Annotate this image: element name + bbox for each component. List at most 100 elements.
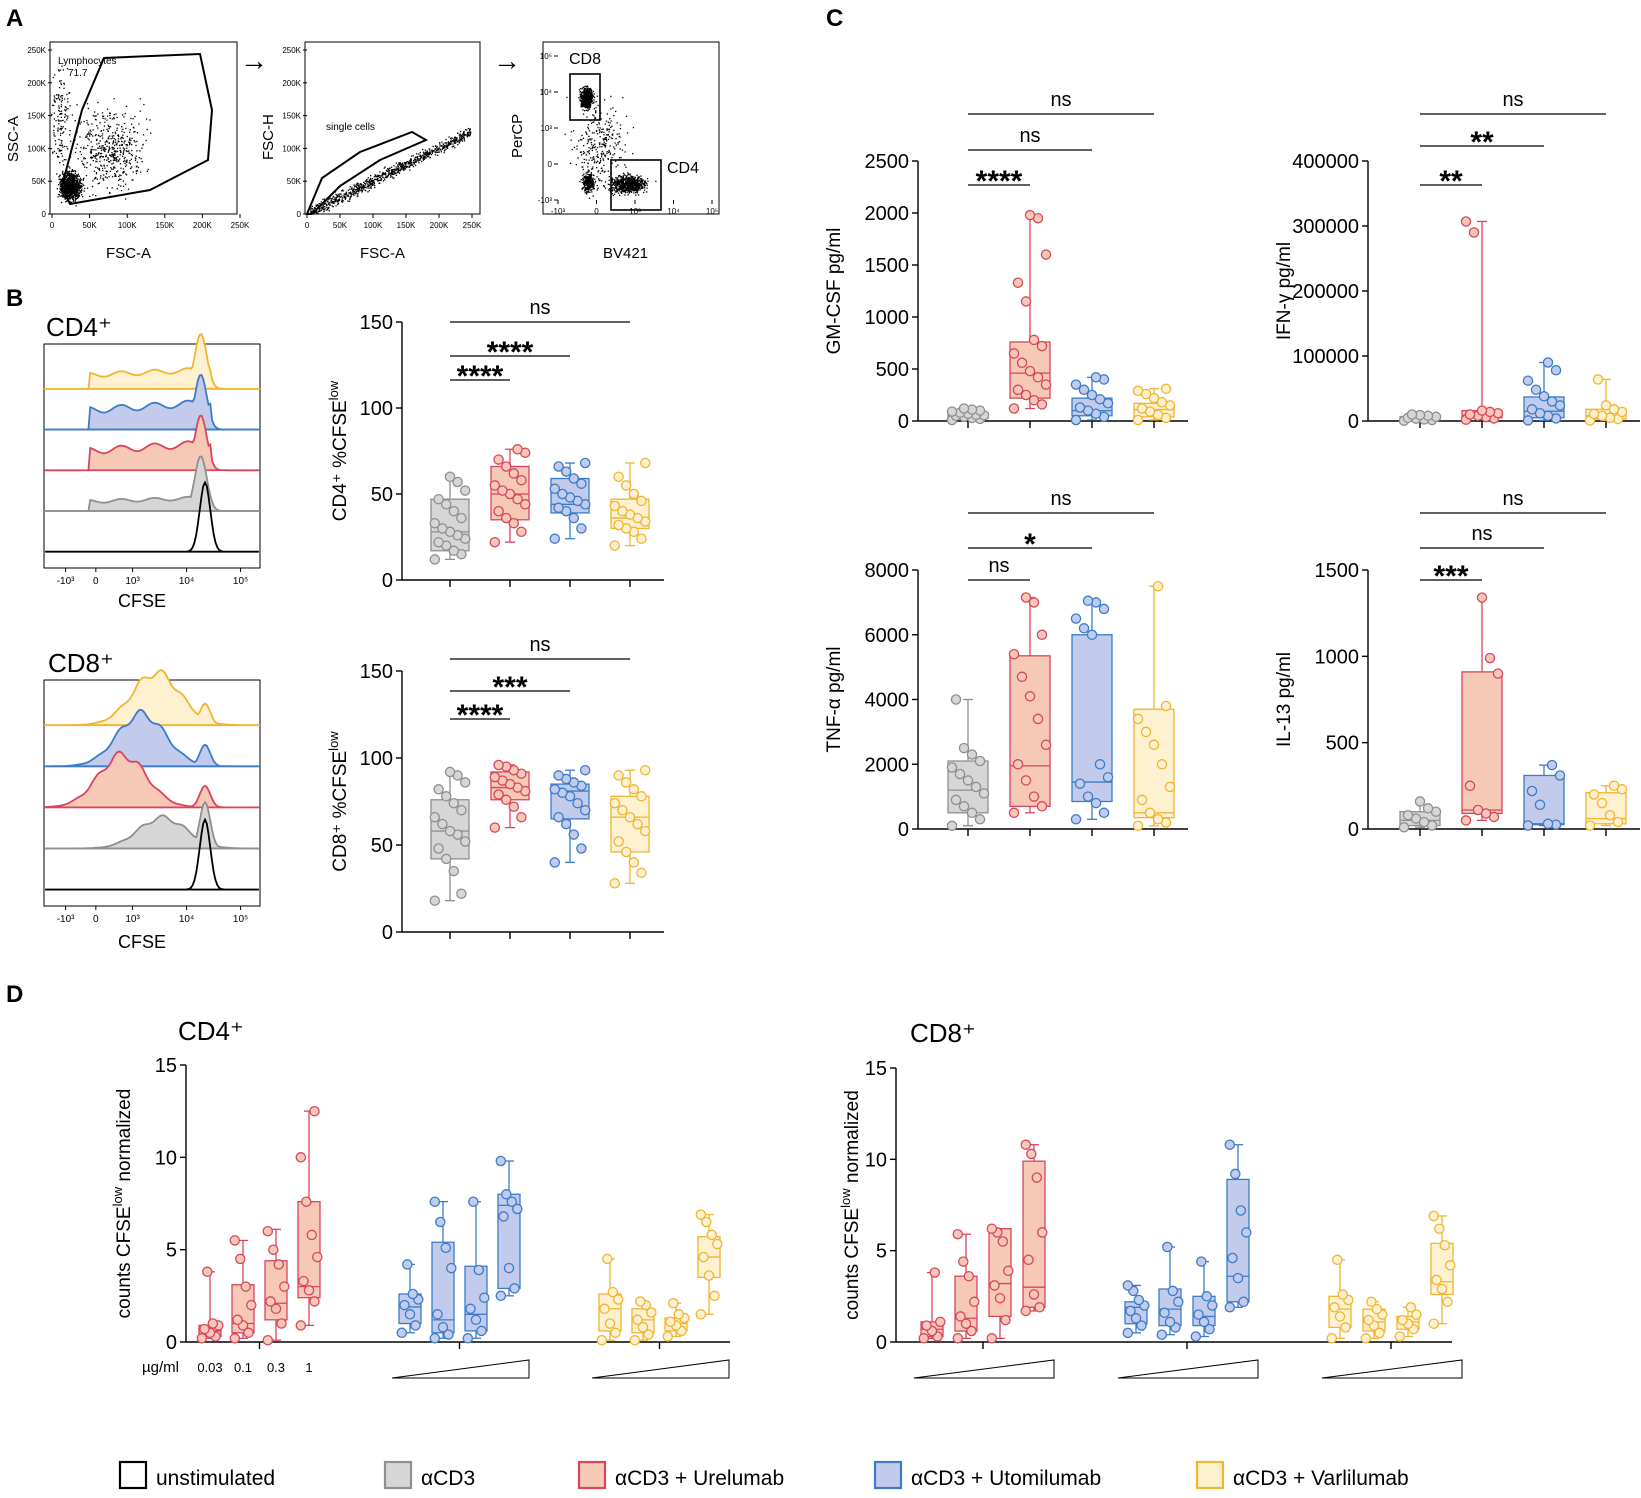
event-dot — [437, 155, 438, 156]
x-tick-label: 250K — [463, 221, 482, 230]
event-dot — [104, 122, 105, 123]
event-dot — [61, 202, 62, 203]
event-dot — [60, 83, 61, 84]
event-dot — [401, 169, 402, 170]
event-dot — [602, 153, 603, 154]
data-point — [1133, 415, 1142, 424]
event-dot — [384, 178, 385, 179]
event-dot — [583, 145, 584, 146]
event-dot — [632, 176, 633, 177]
event-dot — [110, 113, 111, 114]
event-dot — [94, 171, 95, 172]
event-dot — [377, 176, 378, 177]
event-dot — [113, 142, 114, 143]
event-dot — [66, 190, 67, 191]
event-dot — [108, 138, 109, 139]
event-dot — [400, 169, 401, 170]
event-dot — [625, 189, 626, 190]
event-dot — [118, 141, 119, 142]
event-dot — [599, 180, 600, 181]
event-dot — [57, 94, 58, 95]
event-dot — [368, 181, 369, 182]
event-dot — [594, 108, 595, 109]
data-point — [951, 695, 960, 704]
event-dot — [595, 112, 596, 113]
event-dot — [314, 209, 315, 210]
x-tick-label: -10³ — [57, 914, 75, 925]
event-dot — [81, 179, 82, 180]
event-dot — [121, 141, 122, 142]
event-dot — [590, 100, 591, 101]
event-dot — [119, 159, 120, 160]
event-dot — [107, 130, 108, 131]
event-dot — [591, 123, 592, 124]
y-tick-label: 50 — [371, 484, 393, 506]
event-dot — [136, 166, 137, 167]
event-dot — [84, 191, 85, 192]
event-dot — [450, 138, 451, 139]
event-dot — [631, 176, 632, 177]
event-dot — [329, 205, 330, 206]
event-dot — [629, 174, 630, 175]
data-point — [550, 858, 559, 867]
event-dot — [137, 170, 138, 171]
data-point — [1099, 604, 1108, 613]
event-dot — [632, 188, 633, 189]
event-dot — [578, 140, 579, 141]
event-dot — [135, 158, 136, 159]
event-dot — [582, 162, 583, 163]
event-dot — [403, 170, 404, 171]
flow-y-axis-label: SSC-A — [5, 116, 22, 162]
event-dot — [102, 133, 103, 134]
event-dot — [593, 188, 594, 189]
data-point — [979, 789, 988, 798]
event-dot — [588, 128, 589, 129]
data-point — [562, 820, 571, 829]
event-dot — [599, 146, 600, 147]
data-point — [1025, 367, 1034, 376]
event-dot — [338, 200, 339, 201]
event-dot — [618, 142, 619, 143]
event-dot — [623, 186, 624, 187]
data-point — [637, 534, 646, 543]
event-dot — [113, 160, 114, 161]
data-point — [641, 766, 650, 775]
y-axis-label: CD8⁺ %CFSElow — [326, 731, 351, 872]
event-dot — [114, 155, 115, 156]
event-dot — [330, 201, 331, 202]
event-dot — [601, 168, 602, 169]
event-dot — [348, 196, 349, 197]
event-dot — [395, 169, 396, 170]
x-tick-label: 0 — [50, 221, 55, 230]
event-dot — [593, 102, 594, 103]
event-dot — [85, 158, 86, 159]
event-dot — [83, 178, 84, 179]
event-dot — [71, 194, 72, 195]
event-dot — [609, 176, 610, 177]
event-dot — [337, 204, 338, 205]
event-dot — [104, 118, 105, 119]
event-dot — [113, 140, 114, 141]
event-dot — [586, 103, 587, 104]
event-dot — [399, 164, 400, 165]
event-dot — [119, 175, 120, 176]
data-point — [517, 476, 526, 485]
event-dot — [135, 160, 136, 161]
event-dot — [123, 186, 124, 187]
event-dot — [384, 179, 385, 180]
event-dot — [594, 140, 595, 141]
event-dot — [627, 192, 628, 193]
event-dot — [598, 170, 599, 171]
panel-label-b: B — [6, 285, 23, 312]
event-dot — [66, 183, 67, 184]
event-dot — [647, 185, 648, 186]
event-dot — [62, 95, 63, 96]
event-dot — [411, 163, 412, 164]
event-dot — [631, 179, 632, 180]
event-dot — [61, 106, 62, 107]
event-dot — [71, 182, 72, 183]
event-dot — [109, 135, 110, 136]
event-dot — [337, 196, 338, 197]
data-point — [1033, 373, 1042, 382]
